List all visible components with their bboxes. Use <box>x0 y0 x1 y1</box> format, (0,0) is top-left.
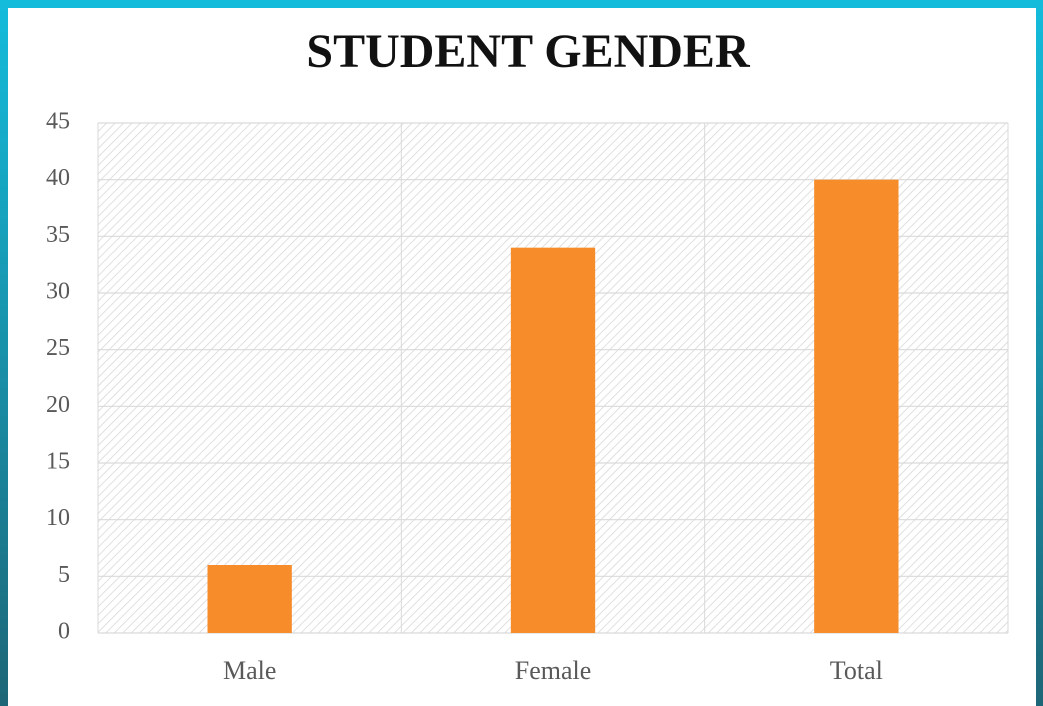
y-tick-label: 35 <box>46 222 70 248</box>
y-tick-label: 45 <box>46 109 70 135</box>
x-tick-label: Female <box>515 656 592 685</box>
y-tick-label: 0 <box>58 619 70 645</box>
chart-title: STUDENT GENDER <box>306 25 751 78</box>
x-tick-label: Total <box>830 656 883 685</box>
bar <box>510 247 596 633</box>
bar <box>207 565 292 633</box>
y-tick-label: 25 <box>46 335 70 361</box>
bar <box>814 179 899 633</box>
y-tick-label: 5 <box>58 562 70 588</box>
y-tick-label: 10 <box>46 505 70 531</box>
y-tick-label: 20 <box>46 392 70 418</box>
y-tick-label: 15 <box>46 449 70 475</box>
y-tick-label: 30 <box>46 279 70 305</box>
y-tick-label: 40 <box>46 165 70 191</box>
x-tick-label: Male <box>223 656 276 685</box>
